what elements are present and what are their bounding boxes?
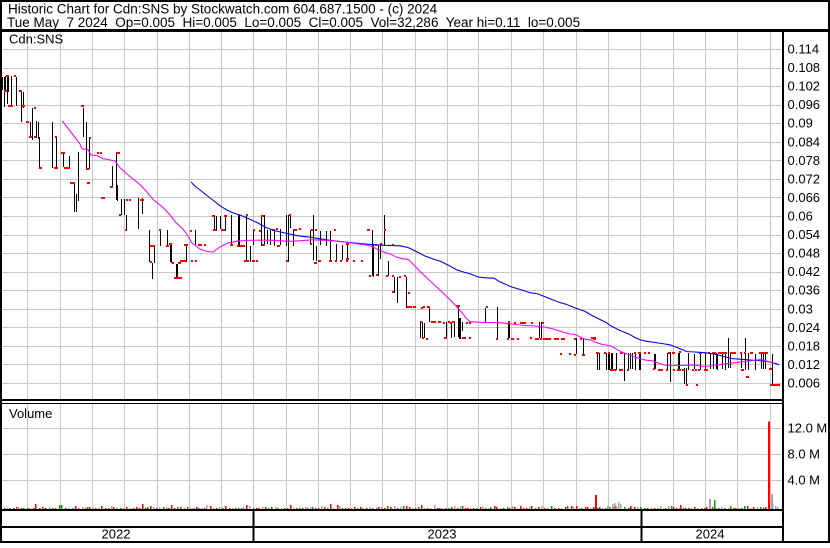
svg-text:Tue May 7 2024 Op=0.005 Hi=: Tue May 7 2024 Op=0.005 Hi=0.005 Lo=0.00… (7, 15, 580, 30)
svg-text:Cdn:SNS: Cdn:SNS (9, 32, 64, 47)
svg-text:12.0 M: 12.0 M (788, 421, 828, 436)
svg-text:0.114: 0.114 (788, 42, 820, 57)
svg-text:0.012: 0.012 (788, 357, 821, 372)
svg-text:2024: 2024 (696, 527, 725, 542)
svg-text:2022: 2022 (102, 527, 131, 542)
svg-text:0.036: 0.036 (788, 283, 821, 298)
svg-text:0.048: 0.048 (788, 246, 821, 261)
svg-text:0.054: 0.054 (788, 227, 821, 242)
svg-text:0.066: 0.066 (788, 190, 821, 205)
svg-text:0.006: 0.006 (788, 376, 821, 391)
svg-text:0.03: 0.03 (788, 301, 813, 316)
svg-text:0.09: 0.09 (788, 116, 813, 131)
svg-text:0.078: 0.078 (788, 153, 821, 168)
svg-text:0.072: 0.072 (788, 171, 821, 186)
svg-text:4.0 M: 4.0 M (788, 473, 821, 488)
svg-text:8.0 M: 8.0 M (788, 447, 821, 462)
svg-text:0.102: 0.102 (788, 79, 821, 94)
svg-text:0.108: 0.108 (788, 60, 821, 75)
svg-text:Historic Chart for Cdn:SNS by: Historic Chart for Cdn:SNS by Stockwatch… (8, 2, 438, 17)
svg-text:0.024: 0.024 (788, 320, 821, 335)
svg-text:0.06: 0.06 (788, 209, 813, 224)
svg-text:0.042: 0.042 (788, 264, 821, 279)
svg-text:Volume: Volume (9, 406, 52, 421)
svg-text:0.084: 0.084 (788, 134, 821, 149)
svg-text:0.018: 0.018 (788, 338, 821, 353)
svg-text:0.096: 0.096 (788, 97, 821, 112)
svg-text:2023: 2023 (428, 527, 457, 542)
